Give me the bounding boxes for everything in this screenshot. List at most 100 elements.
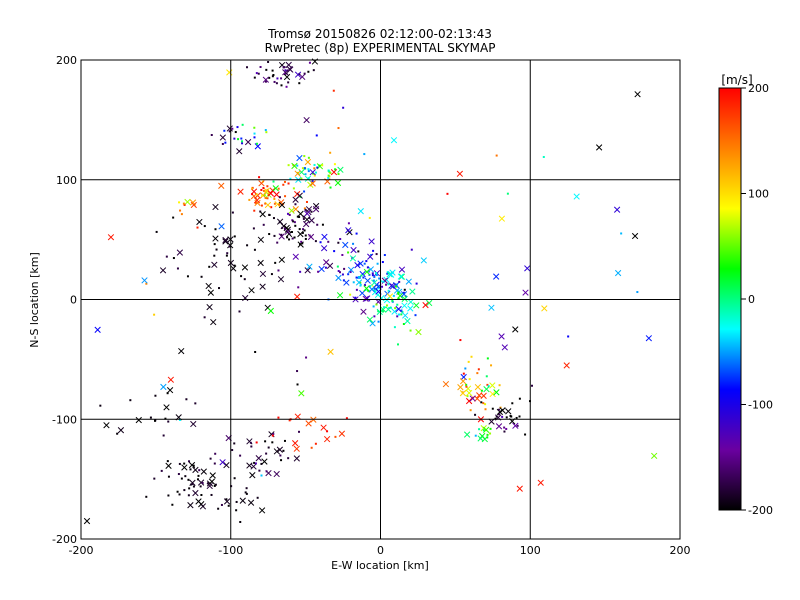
data-point-dot xyxy=(154,394,157,397)
data-point-dot xyxy=(224,141,227,144)
data-point-dot xyxy=(186,275,189,278)
x-tick-label: 0 xyxy=(377,544,384,557)
data-point-cross xyxy=(474,383,482,391)
data-point-dot xyxy=(375,272,378,275)
data-point-cross xyxy=(318,265,325,273)
data-point-cross xyxy=(299,73,306,81)
data-point-dot xyxy=(377,320,380,323)
data-point-cross xyxy=(211,261,218,268)
data-point-dot xyxy=(228,130,231,133)
data-point-dot xyxy=(284,227,287,230)
data-point-cross xyxy=(222,238,229,245)
data-point-cross xyxy=(259,211,266,218)
data-point-cross xyxy=(342,241,349,249)
data-point-cross xyxy=(285,61,292,69)
data-point-dot xyxy=(297,286,300,289)
data-point-cross xyxy=(239,497,246,504)
data-point-dot xyxy=(282,183,285,186)
data-point-dot xyxy=(209,457,212,460)
data-point-cross xyxy=(187,502,194,509)
data-point-dot xyxy=(462,372,465,375)
data-point-dot xyxy=(484,408,487,411)
data-point-dot xyxy=(272,74,275,77)
data-point-cross xyxy=(212,235,219,242)
data-point-dot xyxy=(271,441,274,444)
data-point-dot xyxy=(305,200,308,203)
data-point-cross xyxy=(294,71,302,78)
data-point-dot xyxy=(363,262,366,265)
data-point-dot xyxy=(530,384,533,387)
data-points xyxy=(83,58,658,525)
data-point-cross xyxy=(489,390,496,398)
data-point-dot xyxy=(267,193,270,196)
data-point-cross xyxy=(167,376,175,383)
data-point-dot xyxy=(99,404,102,407)
data-point-dot xyxy=(188,460,191,463)
data-point-cross xyxy=(254,143,261,150)
data-point-dot xyxy=(260,474,263,477)
data-point-dot xyxy=(298,73,301,76)
data-point-cross xyxy=(480,392,487,399)
colorbar-ticks: 200 100 0 -100 -200 xyxy=(741,82,773,517)
data-point-cross xyxy=(483,385,490,393)
data-point-cross xyxy=(254,192,261,199)
data-point-dot xyxy=(197,474,200,477)
data-point-cross xyxy=(94,326,101,333)
data-point-cross xyxy=(355,279,363,286)
data-point-dot xyxy=(396,303,399,306)
data-point-cross xyxy=(465,389,473,397)
data-point-dot xyxy=(153,477,156,480)
data-point-dot xyxy=(471,396,474,399)
data-point-cross xyxy=(276,218,284,225)
grid-lines xyxy=(81,60,680,539)
data-point-dot xyxy=(199,485,202,488)
x-axis-label: E-W location [km] xyxy=(331,559,429,572)
data-point-cross xyxy=(312,202,320,210)
colorbar-title: [m/s] xyxy=(721,73,752,87)
data-point-dot xyxy=(469,409,472,412)
data-point-dot xyxy=(382,280,385,283)
data-point-dot xyxy=(349,271,352,274)
data-point-cross xyxy=(563,362,570,369)
data-point-dot xyxy=(227,504,230,507)
y-tick-label: -200 xyxy=(52,533,77,546)
data-point-cross xyxy=(541,305,548,312)
data-point-cross xyxy=(498,333,505,340)
data-point-cross xyxy=(223,498,231,505)
x-tick-label: -200 xyxy=(69,544,94,557)
data-point-dot xyxy=(167,494,170,497)
data-point-dot xyxy=(375,303,378,306)
data-point-dot xyxy=(410,248,413,251)
data-point-dot xyxy=(277,269,280,272)
data-point-dot xyxy=(187,494,190,497)
data-point-dot xyxy=(333,163,336,166)
data-point-dot xyxy=(362,276,365,279)
data-point-cross xyxy=(338,430,346,437)
data-point-cross xyxy=(284,226,292,233)
data-point-dot xyxy=(357,250,360,253)
data-point-dot xyxy=(183,203,186,206)
data-point-dot xyxy=(398,280,401,283)
data-point-dot xyxy=(355,288,358,291)
data-point-dot xyxy=(167,420,170,423)
data-point-dot xyxy=(213,254,216,257)
data-point-dot xyxy=(300,177,303,180)
data-point-dot xyxy=(254,462,257,465)
chart-subtitle: RwPretec (8p) EXPERIMENTAL SKYMAP xyxy=(265,41,496,55)
data-point-dot xyxy=(298,430,301,433)
data-point-dot xyxy=(160,469,163,472)
data-point-dot xyxy=(366,266,369,269)
data-point-dot xyxy=(248,198,251,201)
data-point-cross xyxy=(400,291,408,298)
data-point-dot xyxy=(171,503,174,506)
data-point-dot xyxy=(285,85,288,88)
data-point-cross xyxy=(210,318,217,326)
data-point-cross xyxy=(512,422,519,429)
colorbar-tick-label: 100 xyxy=(748,188,769,201)
data-point-dot xyxy=(225,498,228,501)
data-point-dot xyxy=(476,372,479,375)
data-point-cross xyxy=(181,464,188,471)
data-point-dot xyxy=(245,492,248,495)
data-point-cross xyxy=(327,348,334,355)
data-point-dot xyxy=(384,283,387,286)
